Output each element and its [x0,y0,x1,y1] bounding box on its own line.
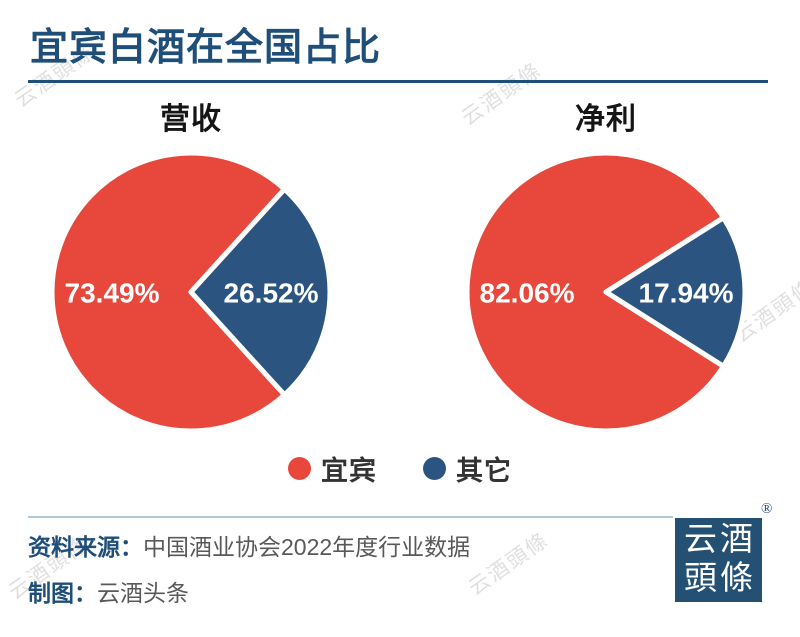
legend-dot-blue [423,456,446,480]
pie-slice-宜宾 [464,150,727,434]
credit-text: 云酒头条 [97,580,189,606]
pie-chart-revenue: 营收 73.49% 26.52% [11,98,371,442]
watermark: 云酒頭條 [464,528,554,601]
data-source-label: 资料来源： [28,534,143,560]
logo-line-2: 頭條 [684,561,756,597]
pie-chart-profit: 净利 82.06% 17.94% [426,98,786,442]
logo-line-1: 云酒 [684,522,756,558]
pie-value-label-其它: 17.94% [639,278,734,309]
chart-legend: 宜宾 其它 [0,448,800,488]
pie-value-label-宜宾: 73.49% [65,278,160,309]
pie-slice-其它 [603,215,748,369]
pie-chart-revenue-title: 营收 [160,103,222,136]
footer-divider [28,516,673,518]
pie-profit: 82.06% 17.94% [464,150,748,434]
pie-chart-profit-title: 净利 [575,103,637,136]
registered-trademark-icon: ® [761,501,773,517]
title-underline [28,80,768,83]
page-title: 宜宾白酒在全国占比 [30,27,382,69]
pie-slice-其它 [188,186,333,398]
legend-item-others: 其它 [423,449,512,488]
yunjiu-toutiao-logo: 云酒 頭條 [675,518,762,602]
legend-item-yibin: 宜宾 [288,449,377,488]
legend-label-others: 其它 [456,455,512,486]
pie-value-label-宜宾: 82.06% [480,278,575,309]
legend-label-yibin: 宜宾 [321,455,377,486]
credit-line: 制图：云酒头条 [28,574,189,608]
data-source-text: 中国酒业协会2022年度行业数据 [143,534,471,560]
credit-label: 制图： [28,580,97,606]
pie-slice-宜宾 [49,150,287,434]
data-source-line: 资料来源：中国酒业协会2022年度行业数据 [28,528,470,562]
pie-revenue: 73.49% 26.52% [49,150,333,434]
pie-value-label-其它: 26.52% [224,278,319,309]
legend-dot-red [288,456,311,480]
